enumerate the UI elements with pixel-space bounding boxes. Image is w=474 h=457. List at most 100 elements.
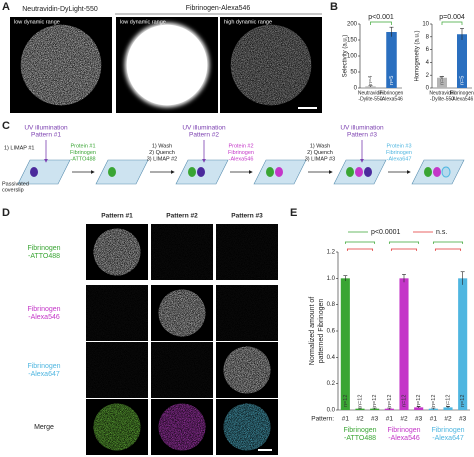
significance-bracket xyxy=(388,241,420,244)
background-noise xyxy=(86,285,148,341)
ns-bracket xyxy=(390,248,418,251)
background-noise xyxy=(151,224,213,280)
y-tick-label: 0.4 xyxy=(327,355,336,361)
legend-label: Fibrinogen xyxy=(343,427,376,434)
uv-label: Pattern #1 xyxy=(31,132,61,139)
pattern-spot xyxy=(197,167,205,177)
step-label: -Alexa647 xyxy=(387,156,412,162)
significance-bracket xyxy=(370,21,392,25)
significance-bracket xyxy=(432,241,464,244)
row-label: -ATTO488 xyxy=(28,253,60,260)
coverslip xyxy=(17,159,71,185)
y-tick-label: 0.8 xyxy=(327,302,336,308)
step-label: 1) LIMAP #1 xyxy=(4,145,34,151)
step-label: -ATTO488 xyxy=(70,156,95,162)
step-label: Fibrinogen xyxy=(386,150,412,156)
bar xyxy=(458,278,468,410)
step-label: Passivated xyxy=(2,181,29,187)
step-label: -Alexa546 xyxy=(229,156,254,162)
panel-letter: A xyxy=(2,1,10,13)
significance-label: p<0.001 xyxy=(368,14,394,21)
row-label: Fibrinogen xyxy=(27,306,60,313)
step-label: 1) Wash xyxy=(310,143,330,149)
legend-label: Fibrinogen xyxy=(431,427,464,434)
background-noise xyxy=(216,224,278,280)
step-label: 2) Quench xyxy=(149,150,175,156)
pattern-spot xyxy=(433,167,441,177)
pattern xyxy=(126,24,208,106)
step-label: 3) LIMAP #2 xyxy=(147,156,177,162)
n-label: n=12 xyxy=(343,395,349,407)
x-tick-label: #1 xyxy=(342,416,350,423)
y-tick-label: 10 xyxy=(422,22,429,28)
row-label: -Alexa546 xyxy=(28,314,60,321)
x-tick-label: Neutravidin xyxy=(358,90,384,96)
uv-label: Pattern #3 xyxy=(347,132,377,139)
background-noise xyxy=(151,342,213,398)
y-tick-label: 150 xyxy=(347,38,358,44)
uv-label: Pattern #2 xyxy=(189,132,219,139)
step-label: Protein #2 xyxy=(228,143,253,149)
pattern-spot xyxy=(346,167,354,177)
n-label: n=4 xyxy=(368,76,374,85)
row-label: Fibrinogen xyxy=(27,363,60,370)
x-tick-label: -Alexa546 xyxy=(380,96,403,102)
pattern-spot xyxy=(188,167,196,177)
ns-label: n.s. xyxy=(436,229,447,236)
x-tick-label: -Dylite-550 xyxy=(358,96,382,102)
significance-label: p<0.0001 xyxy=(371,229,400,236)
n-label: n=12 xyxy=(357,395,363,407)
pattern-spot xyxy=(364,167,372,177)
pattern xyxy=(230,24,312,106)
x-tick-label: Neutravidin xyxy=(429,90,455,96)
x-tick-label: #2 xyxy=(356,416,364,423)
background-noise xyxy=(216,285,278,341)
ns-bracket xyxy=(346,248,374,251)
bar xyxy=(399,278,409,410)
panel-letter: B xyxy=(330,1,338,13)
pattern xyxy=(93,403,141,451)
x-tick-label: #3 xyxy=(459,416,467,423)
x-tick-label: #1 xyxy=(430,416,438,423)
coverslip xyxy=(95,159,149,185)
x-tick-label: Fibrinogen xyxy=(380,90,404,96)
y-tick-label: 0.6 xyxy=(327,329,336,335)
column-header: Pattern #1 xyxy=(101,213,133,220)
column-header: Pattern #2 xyxy=(166,213,198,220)
y-tick-label: 1.2 xyxy=(327,250,336,256)
y-tick-label: 4 xyxy=(426,60,430,66)
row-label: Merge xyxy=(34,424,54,431)
x-tick-label: Fibrinogen xyxy=(450,90,474,96)
n-label: n=12 xyxy=(401,395,407,407)
image-title: Neutravidin-DyLight-550 xyxy=(22,6,98,13)
image-label: low dynamic range xyxy=(120,19,166,25)
step-label: 3) LIMAP #3 xyxy=(305,156,335,162)
panel-letter: C xyxy=(2,120,10,132)
n-label: n=12 xyxy=(372,395,378,407)
step-label: 2) Quench xyxy=(307,150,333,156)
n-label: n=12 xyxy=(460,395,466,407)
y-axis-label: Selectivity (a.u.) xyxy=(343,35,349,78)
n-label: n=5 xyxy=(459,76,465,85)
bar xyxy=(443,407,453,410)
y-tick-label: 0.0 xyxy=(327,408,336,414)
pattern-spot xyxy=(441,166,451,178)
pattern-spot xyxy=(275,167,283,177)
image-label: high dynamic range xyxy=(224,19,272,25)
step-label: Fibrinogen xyxy=(70,150,96,156)
panel-letter: E xyxy=(290,207,297,219)
pattern xyxy=(93,228,141,276)
y-tick-label: 0 xyxy=(354,86,358,92)
pattern xyxy=(223,346,271,394)
bar xyxy=(386,32,397,88)
n-label: n=12 xyxy=(431,395,437,407)
pattern-spot xyxy=(424,167,432,177)
uv-label: UV illumination xyxy=(24,125,68,132)
pattern-spot xyxy=(355,167,363,177)
x-tick-label: #3 xyxy=(415,416,423,423)
step-label: 1) Wash xyxy=(152,143,172,149)
ns-bracket xyxy=(434,248,462,251)
bar xyxy=(437,77,447,88)
